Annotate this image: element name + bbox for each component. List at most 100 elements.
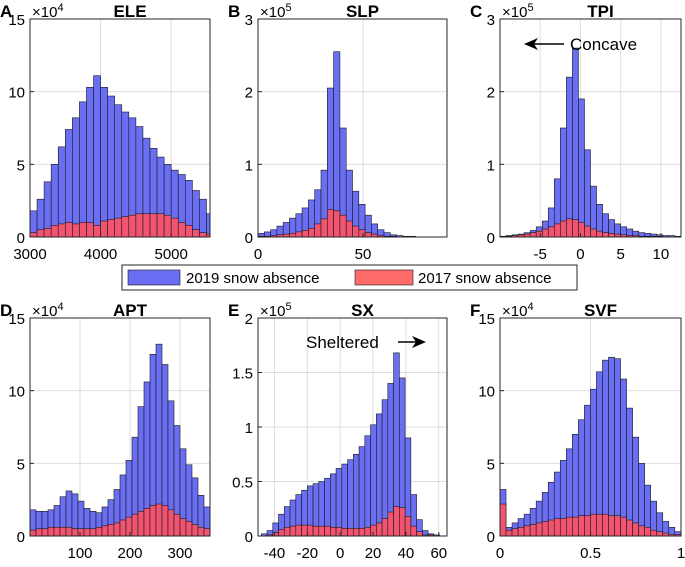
sx-ytick-label-0: 0	[245, 529, 253, 546]
panel-tpi-bars	[499, 47, 682, 238]
sx-bar-2017-10	[318, 525, 325, 537]
panel-sx-letter: E	[228, 301, 239, 320]
ele-bar-2017-17	[149, 213, 158, 238]
apt-bar-2017-5	[59, 526, 67, 537]
ele-bar-2017-2	[43, 227, 52, 238]
sx-xtick-label-4: 40	[398, 545, 415, 562]
sheltered-annotation-label: Sheltered	[306, 333, 379, 352]
ele-bar-2017-3	[50, 225, 59, 238]
svf-ytick-label-1: 5	[487, 456, 495, 473]
ele-bar-2019-10	[100, 87, 108, 238]
svf-bar-2017-26	[656, 531, 664, 537]
legend-swatch-2017	[354, 269, 414, 286]
sx-xtick-label-5: 60	[430, 545, 447, 562]
ele-bar-2019-7	[79, 101, 87, 238]
panel-svf-scale: ×104	[502, 301, 534, 320]
panel-tpi-scale: ×105	[502, 2, 534, 21]
svf-bar-2017-12	[572, 516, 579, 537]
svf-bar-2017-1	[505, 529, 513, 537]
panel-apt-letter: D	[0, 301, 12, 320]
sx-bar-2017-7	[301, 524, 308, 537]
ele-bar-2017-4	[57, 223, 66, 238]
panel-sx-title: SX	[351, 301, 374, 320]
slp-bar-2017-12	[333, 210, 341, 238]
apt-bar-2017-7	[71, 528, 79, 537]
apt-bar-2017-10	[89, 528, 97, 537]
apt-bar-2017-11	[95, 526, 103, 537]
tpi-bar-2017-13	[578, 222, 585, 238]
svf-bar-2017-3	[517, 526, 525, 537]
tpi-bar-2017-7	[541, 228, 549, 238]
ele-bar-2019-24	[199, 198, 207, 238]
panel-slp-ticks: 0 50 0 1 2 3	[245, 12, 372, 263]
ele-bar-2017-7	[79, 222, 87, 238]
tpi-bar-2019-14	[584, 149, 591, 238]
slp-bar-2017-5	[289, 233, 297, 238]
apt-bar-2017-3	[47, 526, 55, 537]
panel-slp-title: SLP	[346, 2, 379, 21]
panel-sx-ticks: -40 -20 0 20 40 60 0 0.5 1 1.5 2	[232, 311, 447, 562]
panel-tpi-title: TPI	[587, 2, 613, 21]
apt-ytick-label-1: 5	[17, 456, 25, 473]
sx-bar-2019-12	[330, 473, 337, 537]
panel-ele-title: ELE	[113, 2, 146, 21]
svf-ytick-label-3: 15	[478, 311, 495, 328]
ele-bar-2017-13	[121, 216, 130, 238]
apt-xtick-label-0: 100	[67, 545, 92, 562]
slp-bar-2017-6	[295, 231, 303, 238]
panel-ele-axes	[29, 18, 211, 238]
ele-bar-2017-9	[93, 225, 101, 238]
sx-ytick-label-2: 1	[245, 420, 253, 437]
svf-bar-2017-6	[535, 522, 543, 537]
legend-box	[121, 264, 578, 291]
svf-bar-2019-20	[620, 378, 627, 537]
ele-bar-2017-21	[177, 222, 186, 238]
ele-bar-2017-22	[184, 225, 193, 238]
slp-bar-2017-14	[345, 220, 353, 238]
apt-bar-2017-26	[185, 521, 193, 537]
apt-bar-2017-18	[137, 510, 145, 537]
tpi-xtick-label-3: 10	[653, 246, 670, 263]
panel-sx-scale-exponent: 5	[285, 301, 291, 313]
tpi-bar-2017-5	[529, 232, 537, 238]
slp-xtick-label-1: 50	[355, 246, 372, 263]
ele-bar-2017-5	[64, 222, 73, 238]
sx-bar-2019-13	[335, 468, 343, 537]
sx-bar-2017-16	[353, 528, 360, 537]
apt-bar-2017-8	[77, 528, 85, 537]
svf-bar-2019-18	[608, 356, 615, 537]
ele-ytick-label-0: 0	[17, 230, 25, 247]
panel-ele-scale-base: ×10	[32, 4, 57, 21]
ele-ytick-label-2: 10	[8, 85, 25, 102]
panel-ele-letter: A	[0, 2, 12, 21]
tpi-bar-2017-17	[602, 232, 609, 238]
sx-bar-2017-17	[358, 528, 366, 537]
panel-slp-scale: ×105	[260, 2, 292, 21]
slp-bar-2017-7	[301, 230, 309, 238]
ele-bar-2017-24	[199, 232, 207, 238]
tpi-bar-2017-6	[535, 230, 543, 238]
svf-bar-2017-18	[608, 515, 615, 537]
slp-bar-2017-8	[308, 227, 315, 238]
apt-bar-2017-17	[131, 513, 139, 537]
legend-swatch-2019	[127, 269, 181, 286]
tpi-ytick-label-0: 0	[487, 230, 495, 247]
panel-slp-axes	[257, 18, 448, 238]
panel-apt-axes	[29, 317, 211, 537]
svf-bar-2017-16	[596, 513, 603, 537]
svf-bar-2017-10	[559, 518, 567, 537]
sx-bar-2019-14	[341, 463, 348, 537]
svf-bar-2017-2	[511, 528, 519, 537]
apt-bar-2017-21	[155, 503, 163, 537]
ele-bar-2019-6	[72, 117, 80, 238]
apt-bar-2017-12	[101, 525, 109, 537]
slp-bar-2017-10	[320, 218, 328, 238]
ele-bar-2019-11	[107, 95, 116, 238]
sx-bar-2017-20	[376, 522, 383, 537]
slp-bar-2019-12	[333, 51, 341, 238]
svf-xtick-label-2: 1	[677, 545, 685, 562]
panel-apt-ticks: 100 200 300 0 5 10 15	[8, 311, 192, 562]
svf-bar-2017-15	[590, 513, 597, 537]
